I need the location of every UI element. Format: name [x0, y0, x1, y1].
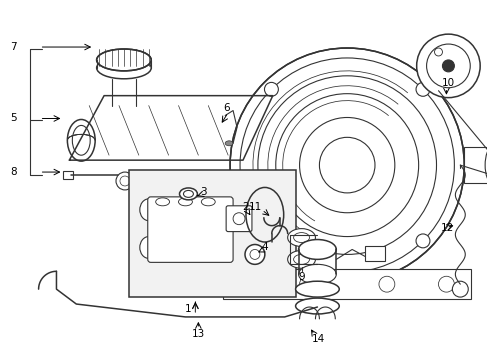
Circle shape: [240, 276, 255, 292]
Circle shape: [299, 276, 315, 292]
Circle shape: [451, 281, 468, 297]
Text: 7: 7: [10, 42, 17, 52]
Ellipse shape: [178, 198, 192, 206]
Circle shape: [233, 213, 244, 225]
Circle shape: [415, 82, 429, 96]
Ellipse shape: [97, 57, 151, 79]
Text: 12: 12: [440, 222, 453, 233]
Text: 4: 4: [262, 243, 268, 252]
Ellipse shape: [155, 198, 169, 206]
Text: 5: 5: [10, 113, 17, 123]
Circle shape: [116, 172, 134, 190]
Circle shape: [244, 244, 264, 264]
Ellipse shape: [179, 188, 197, 200]
Bar: [129, 170, 295, 297]
Ellipse shape: [67, 120, 95, 161]
Text: 6: 6: [223, 103, 229, 113]
Circle shape: [415, 234, 429, 248]
Bar: [365, 247, 384, 261]
Ellipse shape: [158, 221, 172, 239]
Ellipse shape: [140, 237, 157, 258]
Text: 1: 1: [185, 304, 191, 314]
Ellipse shape: [484, 147, 488, 183]
Text: 13: 13: [191, 329, 204, 339]
Circle shape: [378, 276, 394, 292]
Circle shape: [264, 82, 278, 96]
Ellipse shape: [287, 229, 315, 247]
Text: 11: 11: [248, 202, 262, 212]
Text: 8: 8: [10, 167, 17, 177]
Ellipse shape: [298, 264, 336, 284]
Circle shape: [264, 234, 278, 248]
Circle shape: [230, 48, 463, 282]
Ellipse shape: [97, 49, 151, 71]
Circle shape: [438, 276, 453, 292]
Ellipse shape: [298, 239, 336, 260]
Ellipse shape: [201, 198, 215, 206]
Circle shape: [442, 60, 453, 72]
Ellipse shape: [224, 141, 233, 146]
Ellipse shape: [140, 199, 157, 221]
FancyBboxPatch shape: [225, 206, 251, 231]
Bar: [223, 269, 470, 299]
Text: 2: 2: [242, 202, 248, 212]
Text: 10: 10: [441, 78, 454, 88]
FancyBboxPatch shape: [147, 197, 233, 262]
Bar: [63, 171, 73, 179]
Bar: [463, 147, 488, 183]
Ellipse shape: [295, 281, 339, 297]
Text: 14: 14: [311, 334, 324, 344]
Ellipse shape: [287, 251, 315, 268]
Circle shape: [416, 34, 479, 98]
Ellipse shape: [295, 298, 339, 314]
Text: 3: 3: [200, 187, 206, 197]
Text: 9: 9: [298, 272, 304, 282]
